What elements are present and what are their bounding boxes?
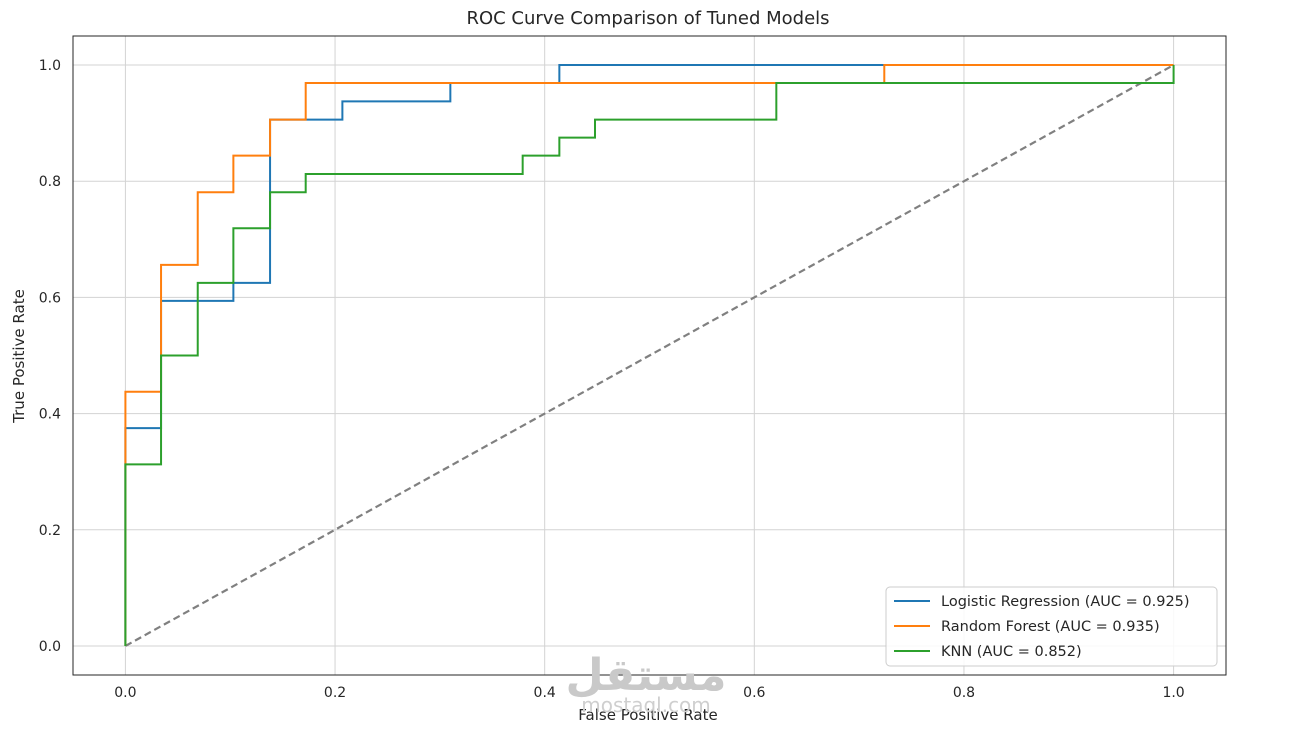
chance-diagonal-line [124,64,1175,647]
x-tick-label: 0.6 [743,685,765,701]
axes-frame [72,35,1227,676]
watermark-latin: mostaql.com [581,693,711,717]
y-tick-label: 0.6 [39,290,61,306]
watermark: مستقل mostaql.com [566,650,727,717]
y-tick-label: 0.8 [39,174,61,190]
tick-labels: 0.0 0.2 0.4 0.6 0.8 1.0 0.0 0.2 0.4 0.6 0.8 1.0 [39,58,1185,701]
legend-label: Random Forest (AUC = 0.935) [941,619,1160,635]
legend-label: KNN (AUC = 0.852) [941,644,1082,660]
legend: Logistic Regression (AUC = 0.925) Random … [885,586,1218,667]
chart-title: ROC Curve Comparison of Tuned Models [466,8,829,29]
x-tick-label: 0.4 [534,685,556,701]
y-axis-label: True Positive Rate [10,289,28,424]
x-tick-label: 1.0 [1162,685,1184,701]
legend-box [885,586,1218,667]
knn-line [124,65,1175,646]
y-tick-label: 0.0 [39,639,61,655]
x-axis-label: False Positive Rate [578,706,717,724]
y-tick-label: 0.4 [39,407,61,423]
random-forest-line [124,64,1174,646]
y-tick-label: 0.2 [39,523,61,539]
series-layer [124,64,1175,647]
legend-label: Logistic Regression (AUC = 0.925) [941,594,1190,610]
y-tick-label: 1.0 [39,58,61,74]
watermark-arabic: مستقل [566,650,727,701]
x-tick-label: 0.2 [324,685,346,701]
x-tick-label: 0.0 [114,685,136,701]
x-tick-label: 0.8 [953,685,975,701]
